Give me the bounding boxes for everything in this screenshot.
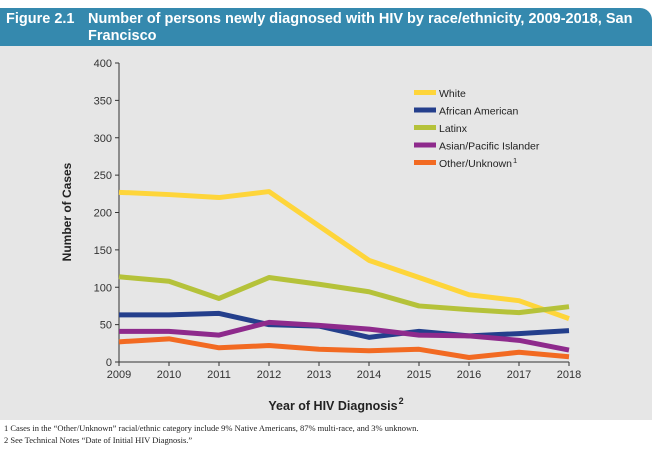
y-tick-label: 50 [100,320,112,332]
y-tick-label: 200 [94,208,112,220]
x-tick-label: 2011 [207,369,231,381]
x-tick-label: 2018 [557,369,581,381]
series-line-latinx [118,274,570,316]
legend-label: Latinx [439,123,468,135]
series-line-asian-pacific-islander [119,319,570,353]
legend-label: Asian/Pacific Islander [439,141,540,153]
x-axis-label-superscript: 2 [399,396,404,406]
x-tick-label: 2010 [157,369,181,381]
figure-header: Figure 2.1 Number of persons newly diagn… [0,8,652,46]
footnote-2: 2 See Technical Notes “Date of Initial H… [4,435,193,445]
series-line-other-unknown [118,336,570,361]
figure-number: Figure 2.1 [6,11,75,27]
chart-title: Number of persons newly diagnosed with H… [88,11,633,44]
x-tick-label: 2015 [407,369,431,381]
legend-label: Other/Unknown [439,158,512,170]
footnote-1: 1 Cases in the “Other/Unknown” racial/et… [4,423,419,433]
y-tick-label: 300 [94,133,112,145]
legend-swatch [414,160,436,165]
legend-superscript: 1 [513,156,517,165]
legend-swatch [414,142,436,148]
x-tick-label: 2014 [357,369,381,381]
y-tick-label: 0 [106,357,112,369]
x-tick-label: 2017 [507,369,531,381]
x-tick-label: 2016 [457,369,481,381]
x-tick-label: 2012 [257,369,281,381]
x-tick-label: 2013 [307,369,331,381]
y-tick-label: 350 [94,95,112,107]
legend-swatch [414,125,436,130]
x-tick-label: 2009 [107,369,131,381]
series-line-white [118,189,570,321]
y-axis-label: Number of Cases [60,162,74,261]
legend-swatch [414,90,436,95]
y-tick-label: 400 [94,58,112,70]
y-tick-label: 150 [94,245,112,257]
y-tick-label: 100 [94,282,112,294]
legend-label: White [439,88,466,100]
y-tick-label: 250 [94,170,112,182]
series-line-african-american [119,310,570,340]
legend-label: African American [439,106,519,118]
legend-swatch [414,107,436,113]
x-axis-label: Year of HIV Diagnosis [268,399,397,413]
